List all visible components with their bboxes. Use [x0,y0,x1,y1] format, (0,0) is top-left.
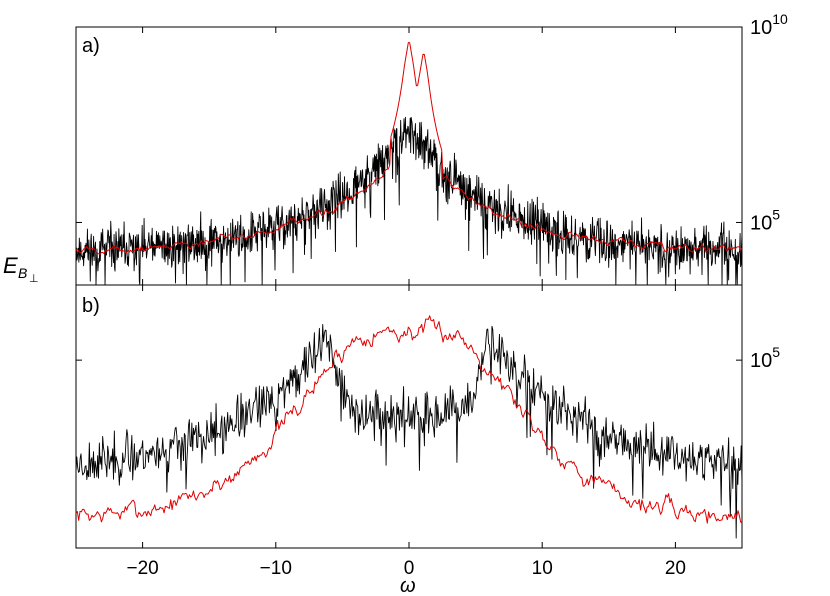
xtick-label-2: 0 [404,558,415,579]
panel-a-plot [75,42,743,286]
ylabel-main: E [3,253,18,278]
xtick-label-4: 20 [665,558,686,579]
panel-b-plot [75,315,743,539]
panel-b-ytick-label-0: 105 [750,344,780,372]
x-axis-label: ω [400,575,416,596]
panel-a-series-1-line [75,116,743,286]
panel-a-label: a) [82,35,100,57]
panel-a-ytick-label-1: 1010 [750,11,788,39]
xtick-label-3: 10 [532,558,553,579]
panel-b-series-2-line [75,315,743,524]
ylabel-sub: B [18,265,27,281]
panel-a-ytick-label-0: 105 [750,206,780,234]
panel-b-series-1-line [75,323,743,539]
ylabel-subsub: ⊥ [29,273,39,285]
xtick-label-0: −20 [126,558,158,579]
xtick-label-1: −10 [260,558,292,579]
y-axis-label: E B ⊥ [3,253,39,285]
panel-a-series-2-line [75,42,743,255]
panel-b-label: b) [82,295,100,317]
